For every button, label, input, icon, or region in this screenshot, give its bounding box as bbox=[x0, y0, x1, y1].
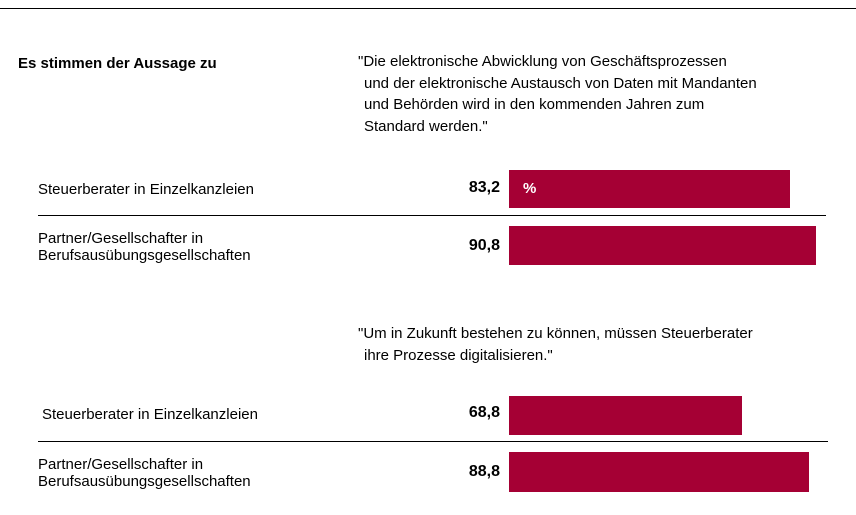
value-label: 83,2 bbox=[468, 179, 500, 196]
statement-line: Standard werden." bbox=[364, 117, 488, 135]
unit-label: % bbox=[523, 180, 537, 197]
category-label: Steuerberater in Einzelkanzleien bbox=[38, 180, 254, 198]
bar bbox=[509, 170, 791, 208]
category-label: Partner/Gesellschafter in Berufsausübung… bbox=[38, 456, 251, 490]
statement-line: und der elektronische Austausch von Date… bbox=[364, 74, 757, 92]
category-label: Partner/Gesellschafter in Berufsausübung… bbox=[38, 230, 251, 264]
bar bbox=[509, 226, 816, 265]
statement-line: "Die elektronische Abwicklung von Geschä… bbox=[358, 53, 727, 70]
value-label: 68,8 bbox=[468, 404, 500, 421]
row-separator bbox=[38, 441, 828, 442]
bar bbox=[509, 396, 742, 435]
statement-line: "Um in Zukunft bestehen zu können, müsse… bbox=[358, 325, 753, 342]
statement-line: ihre Prozesse digitalisieren." bbox=[364, 346, 553, 364]
row-separator bbox=[38, 215, 826, 216]
value-label: 88,8 bbox=[468, 463, 500, 480]
bar bbox=[509, 452, 810, 492]
top-rule bbox=[0, 8, 856, 9]
header: Es stimmen der Aussage zu bbox=[18, 55, 217, 72]
statement-line: und Behörden wird in den kommenden Jahre… bbox=[364, 96, 705, 113]
category-label: Steuerberater in Einzelkanzleien bbox=[42, 405, 258, 423]
value-label: 90,8 bbox=[468, 237, 500, 254]
